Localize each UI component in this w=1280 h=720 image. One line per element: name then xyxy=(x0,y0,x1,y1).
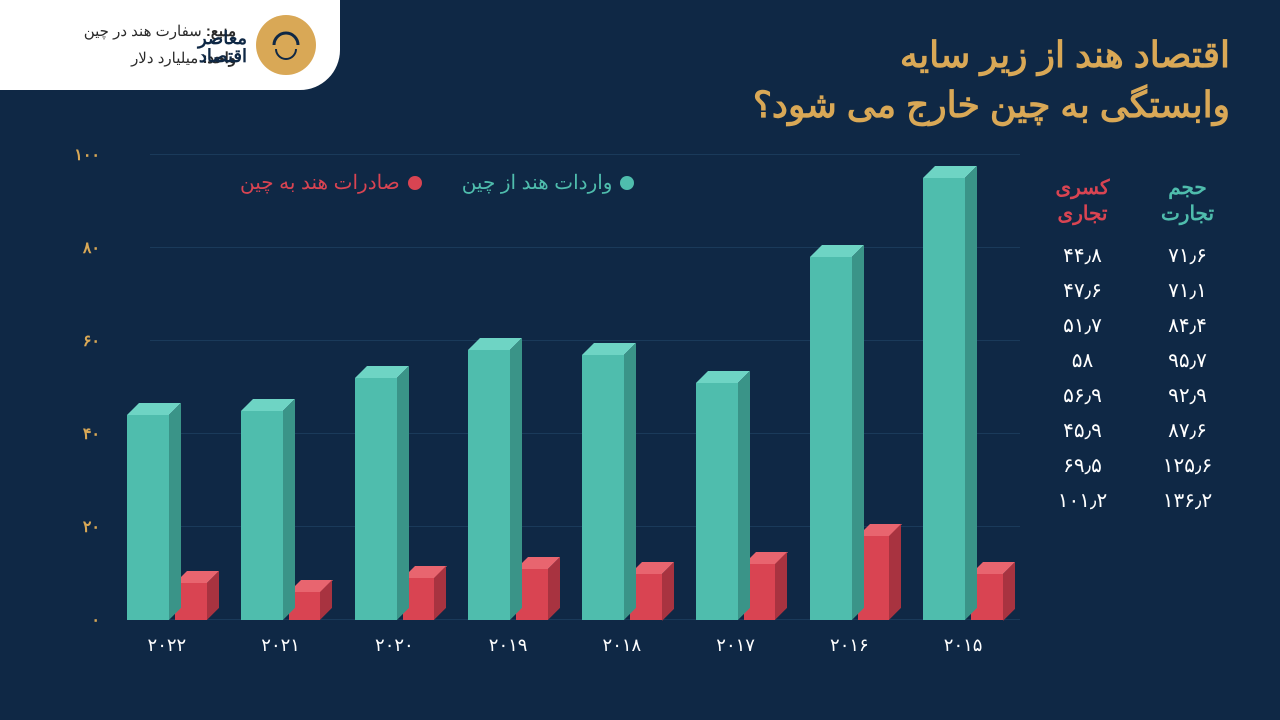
x-label: ۲۰۱۹ xyxy=(451,625,565,660)
import-bar xyxy=(582,355,624,620)
y-tick: ۱۰۰ xyxy=(70,145,100,165)
legend-imports: واردات هند از چین xyxy=(462,170,635,195)
source-value: سفارت هند در چین xyxy=(84,23,202,40)
table-header: حجمتجارت کسریتجاری xyxy=(1040,175,1230,227)
deficit-cell: ۴۵٫۹ xyxy=(1040,418,1125,443)
volume-cell: ۹۲٫۹ xyxy=(1145,383,1230,408)
volume-cell: ۱۲۵٫۶ xyxy=(1145,453,1230,478)
year-group xyxy=(224,411,338,620)
table-row: ۸۴٫۴ ۵۱٫۷ xyxy=(1040,313,1230,338)
x-label: ۲۰۱۶ xyxy=(793,625,907,660)
legend-dot-exports xyxy=(408,176,422,190)
data-table: حجمتجارت کسریتجاری ۷۱٫۶ ۴۴٫۸ ۷۱٫۱ ۴۷٫۶ ۸۴٫۴ ۵… xyxy=(1040,175,1230,523)
x-label: ۲۰۲۰ xyxy=(338,625,452,660)
title-line-1: اقتصاد هند از زیر سایه xyxy=(753,30,1230,80)
table-row: ۸۷٫۶ ۴۵٫۹ xyxy=(1040,418,1230,443)
import-bar xyxy=(355,378,397,620)
y-tick: ۸۰ xyxy=(70,238,100,258)
table-col-deficit: کسریتجاری xyxy=(1040,175,1125,227)
import-bar xyxy=(468,350,510,620)
volume-cell: ۷۱٫۶ xyxy=(1145,243,1230,268)
import-bar xyxy=(923,178,965,620)
y-tick: ۶۰ xyxy=(70,331,100,351)
volume-cell: ۷۱٫۱ xyxy=(1145,278,1230,303)
table-row: ۷۱٫۱ ۴۷٫۶ xyxy=(1040,278,1230,303)
x-label: ۲۰۲۲ xyxy=(110,625,224,660)
logo-text-2: اقتصاد xyxy=(198,47,247,65)
legend-exports-label: صادرات هند به چین xyxy=(240,170,400,195)
deficit-cell: ۵۸ xyxy=(1040,348,1125,373)
legend-imports-label: واردات هند از چین xyxy=(462,170,613,195)
title-block: اقتصاد هند از زیر سایه وابستگی به چین خا… xyxy=(753,30,1230,131)
chart-area: ۰۲۰۴۰۶۰۸۰۱۰۰ ۲۰۱۵۲۰۱۶۲۰۱۷۲۰۱۸۲۰۱۹۲۰۲۰۲۰۲… xyxy=(70,155,1020,660)
import-bar xyxy=(696,383,738,620)
grid-line xyxy=(150,154,1020,155)
plot-area xyxy=(110,155,1020,620)
year-group xyxy=(679,383,793,620)
table-row: ۱۳۶٫۲ ۱۰۱٫۲ xyxy=(1040,488,1230,513)
import-bar xyxy=(127,415,169,620)
source-block: معاصر اقتصاد منبع: سفارت هند در چین واحد… xyxy=(0,0,340,90)
year-group xyxy=(906,178,1020,620)
table-row: ۹۲٫۹ ۵۶٫۹ xyxy=(1040,383,1230,408)
y-axis: ۰۲۰۴۰۶۰۸۰۱۰۰ xyxy=(70,155,110,620)
deficit-cell: ۶۹٫۵ xyxy=(1040,453,1125,478)
x-label: ۲۰۱۷ xyxy=(679,625,793,660)
y-tick: ۴۰ xyxy=(70,424,100,444)
logo-text-1: معاصر xyxy=(198,29,247,47)
brand-logo: معاصر اقتصاد xyxy=(256,15,316,75)
unit-value: میلیارد دلار xyxy=(131,50,198,67)
table-row: ۹۵٫۷ ۵۸ xyxy=(1040,348,1230,373)
title-line-2: وابستگی به چین خارج می شود؟ xyxy=(753,80,1230,130)
deficit-cell: ۵۶٫۹ xyxy=(1040,383,1125,408)
deficit-cell: ۴۴٫۸ xyxy=(1040,243,1125,268)
y-tick: ۲۰ xyxy=(70,517,100,537)
year-group xyxy=(338,378,452,620)
year-group xyxy=(110,415,224,620)
y-tick: ۰ xyxy=(70,610,100,630)
table-row: ۱۲۵٫۶ ۶۹٫۵ xyxy=(1040,453,1230,478)
deficit-cell: ۴۷٫۶ xyxy=(1040,278,1125,303)
legend-exports: صادرات هند به چین xyxy=(240,170,422,195)
table-col-volume: حجمتجارت xyxy=(1145,175,1230,227)
deficit-cell: ۱۰۱٫۲ xyxy=(1040,488,1125,513)
deficit-cell: ۵۱٫۷ xyxy=(1040,313,1125,338)
import-bar xyxy=(810,257,852,620)
grid-line xyxy=(150,247,1020,248)
legend-dot-imports xyxy=(620,176,634,190)
year-group xyxy=(793,257,907,620)
x-axis: ۲۰۱۵۲۰۱۶۲۰۱۷۲۰۱۸۲۰۱۹۲۰۲۰۲۰۲۱۲۰۲۲ xyxy=(110,625,1020,660)
year-group xyxy=(451,350,565,620)
legend: واردات هند از چین صادرات هند به چین xyxy=(240,170,634,195)
x-label: ۲۰۲۱ xyxy=(224,625,338,660)
volume-cell: ۱۳۶٫۲ xyxy=(1145,488,1230,513)
table-row: ۷۱٫۶ ۴۴٫۸ xyxy=(1040,243,1230,268)
year-group xyxy=(565,355,679,620)
volume-cell: ۹۵٫۷ xyxy=(1145,348,1230,373)
import-bar xyxy=(241,411,283,620)
x-label: ۲۰۱۸ xyxy=(565,625,679,660)
table-body: ۷۱٫۶ ۴۴٫۸ ۷۱٫۱ ۴۷٫۶ ۸۴٫۴ ۵۱٫۷ ۹۵٫۷ ۵۸ ۹۲٫۹ ۵۶٫۹ ۸۷… xyxy=(1040,243,1230,513)
x-label: ۲۰۱۵ xyxy=(906,625,1020,660)
volume-cell: ۸۷٫۶ xyxy=(1145,418,1230,443)
volume-cell: ۸۴٫۴ xyxy=(1145,313,1230,338)
